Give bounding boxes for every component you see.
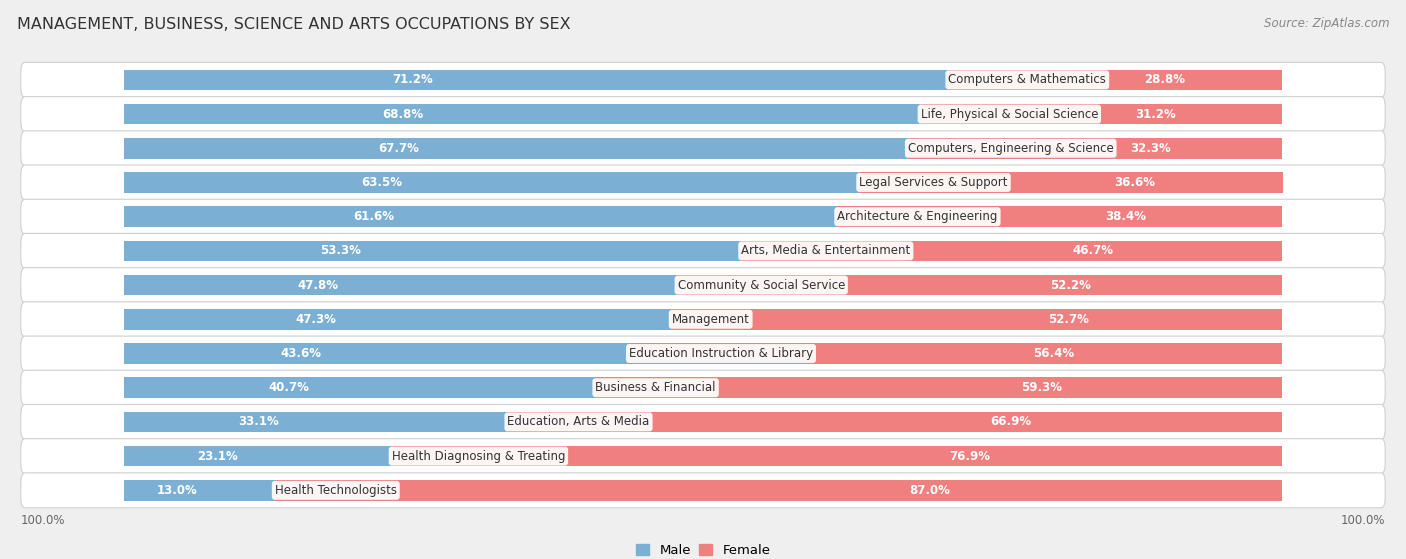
Text: 28.8%: 28.8% [1144, 73, 1185, 86]
Text: 100.0%: 100.0% [21, 514, 66, 527]
Text: Arts, Media & Entertainment: Arts, Media & Entertainment [741, 244, 911, 257]
FancyBboxPatch shape [21, 199, 1385, 234]
Bar [678, 275, 1282, 295]
Bar [124, 104, 921, 124]
Bar [124, 275, 678, 295]
Text: 40.7%: 40.7% [269, 381, 309, 394]
Text: Legal Services & Support: Legal Services & Support [859, 176, 1008, 189]
Text: 52.2%: 52.2% [1050, 278, 1091, 292]
Text: Management: Management [672, 313, 749, 326]
Bar [124, 309, 672, 330]
Text: Life, Physical & Social Science: Life, Physical & Social Science [921, 107, 1098, 121]
Text: 71.2%: 71.2% [392, 73, 433, 86]
Text: 66.9%: 66.9% [990, 415, 1031, 428]
Bar [908, 138, 1282, 159]
Text: 100.0%: 100.0% [1340, 514, 1385, 527]
Text: 68.8%: 68.8% [382, 107, 423, 121]
FancyBboxPatch shape [21, 268, 1385, 302]
Text: 23.1%: 23.1% [197, 449, 238, 463]
Bar [124, 446, 392, 466]
Text: 43.6%: 43.6% [280, 347, 322, 360]
FancyBboxPatch shape [21, 63, 1385, 97]
Text: 67.7%: 67.7% [378, 142, 419, 155]
Text: Health Diagnosing & Treating: Health Diagnosing & Treating [392, 449, 565, 463]
Text: Education, Arts & Media: Education, Arts & Media [508, 415, 650, 428]
Text: 33.1%: 33.1% [238, 415, 278, 428]
Text: 13.0%: 13.0% [156, 484, 197, 497]
Text: 52.7%: 52.7% [1047, 313, 1088, 326]
Text: 59.3%: 59.3% [1021, 381, 1062, 394]
Bar [124, 240, 741, 261]
Bar [628, 343, 1282, 364]
Text: 31.2%: 31.2% [1135, 107, 1175, 121]
Text: 38.4%: 38.4% [1105, 210, 1147, 223]
Text: 76.9%: 76.9% [949, 449, 991, 463]
FancyBboxPatch shape [21, 165, 1385, 200]
Bar [124, 206, 837, 227]
Bar [124, 411, 508, 432]
Bar [837, 206, 1282, 227]
Bar [274, 480, 1282, 501]
Bar [124, 343, 628, 364]
Legend: Male, Female: Male, Female [630, 539, 776, 559]
Bar [392, 446, 1282, 466]
Bar [508, 411, 1282, 432]
Bar [124, 69, 949, 90]
FancyBboxPatch shape [21, 97, 1385, 131]
Bar [124, 377, 595, 398]
Bar [672, 309, 1282, 330]
FancyBboxPatch shape [21, 473, 1385, 508]
Text: Computers & Mathematics: Computers & Mathematics [949, 73, 1107, 86]
Text: 47.3%: 47.3% [295, 313, 336, 326]
Bar [949, 69, 1282, 90]
Text: MANAGEMENT, BUSINESS, SCIENCE AND ARTS OCCUPATIONS BY SEX: MANAGEMENT, BUSINESS, SCIENCE AND ARTS O… [17, 17, 571, 32]
FancyBboxPatch shape [21, 131, 1385, 165]
Bar [859, 172, 1282, 193]
Text: 56.4%: 56.4% [1032, 347, 1074, 360]
FancyBboxPatch shape [21, 370, 1385, 405]
Text: Architecture & Engineering: Architecture & Engineering [837, 210, 998, 223]
Text: 46.7%: 46.7% [1071, 244, 1114, 257]
Text: 47.8%: 47.8% [298, 278, 339, 292]
Text: 87.0%: 87.0% [908, 484, 949, 497]
Text: 36.6%: 36.6% [1114, 176, 1156, 189]
FancyBboxPatch shape [21, 405, 1385, 439]
Text: Education Instruction & Library: Education Instruction & Library [628, 347, 813, 360]
Text: Community & Social Service: Community & Social Service [678, 278, 845, 292]
Text: 32.3%: 32.3% [1130, 142, 1171, 155]
Bar [124, 172, 859, 193]
Bar [741, 240, 1282, 261]
Text: 53.3%: 53.3% [319, 244, 361, 257]
Text: 63.5%: 63.5% [361, 176, 402, 189]
Bar [124, 138, 908, 159]
FancyBboxPatch shape [21, 302, 1385, 337]
FancyBboxPatch shape [21, 336, 1385, 371]
Bar [124, 480, 274, 501]
Text: 61.6%: 61.6% [353, 210, 394, 223]
Text: Computers, Engineering & Science: Computers, Engineering & Science [908, 142, 1114, 155]
Text: Health Technologists: Health Technologists [274, 484, 396, 497]
FancyBboxPatch shape [21, 234, 1385, 268]
FancyBboxPatch shape [21, 439, 1385, 473]
Text: Source: ZipAtlas.com: Source: ZipAtlas.com [1264, 17, 1389, 30]
Bar [921, 104, 1282, 124]
Bar [595, 377, 1282, 398]
Text: Business & Financial: Business & Financial [595, 381, 716, 394]
